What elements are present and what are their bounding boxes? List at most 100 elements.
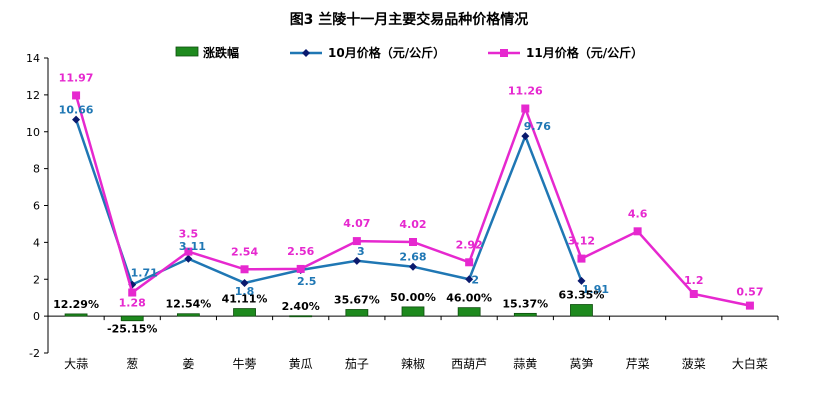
oct-price-label: 9.76 — [524, 120, 551, 133]
y-tick-label: 0 — [33, 310, 40, 323]
y-tick-label: 8 — [33, 163, 40, 176]
oct-price-line — [74, 119, 583, 287]
change-pct-label: 35.67% — [334, 293, 380, 306]
nov-point — [745, 301, 754, 310]
x-tick-label: 西葫芦 — [451, 357, 487, 371]
legend-bar-swatch — [175, 46, 199, 57]
change-pct-label: 15.37% — [502, 297, 548, 310]
bar — [176, 313, 200, 317]
nov-point — [240, 265, 249, 274]
nov-point — [633, 227, 642, 236]
x-tick-label: 芹菜 — [626, 357, 650, 371]
bar — [570, 304, 593, 317]
legend-nov-label: 11月价格（元/公斤） — [526, 45, 643, 60]
y-tick-label: 4 — [33, 236, 40, 249]
y-tick-label: -2 — [29, 347, 40, 360]
bar — [233, 308, 256, 317]
oct-point — [521, 132, 530, 141]
line-series — [72, 91, 754, 310]
change-pct-label: -25.15% — [107, 323, 157, 336]
oct-price-label: 10.66 — [59, 104, 94, 117]
legend-bar-label: 涨跌幅 — [203, 45, 239, 60]
x-tick-label: 莴笋 — [569, 356, 593, 371]
y-tick-label: 6 — [33, 200, 40, 213]
oct-point — [577, 276, 586, 285]
nov-point — [72, 91, 81, 100]
bar — [457, 307, 481, 317]
y-tick-label: 14 — [26, 52, 40, 65]
x-tick-label: 茄子 — [345, 357, 369, 371]
nov-point — [409, 238, 417, 247]
change-pct-label: 41.11% — [222, 293, 268, 306]
change-pct-label: 50.00% — [390, 291, 436, 304]
nov-point — [689, 290, 698, 298]
nov-price-label: 3.12 — [568, 235, 595, 248]
nov-price-line — [74, 95, 751, 307]
oct-price-label: 3.11 — [179, 240, 206, 253]
legend-nov-marker — [500, 49, 508, 57]
nov-point — [577, 254, 586, 263]
nov-point — [521, 104, 530, 113]
legend-oct-marker — [302, 49, 310, 57]
nov-point — [352, 237, 361, 246]
nov-price-label: 3.5 — [179, 228, 199, 241]
y-tick-label: 10 — [26, 126, 40, 139]
x-tick-label: 辣椒 — [401, 357, 425, 371]
oct-price-label: 1.71 — [131, 267, 158, 280]
x-tick-label: 蒜黄 — [513, 357, 537, 371]
bar — [345, 309, 369, 317]
change-pct-label: 63.35% — [559, 289, 605, 302]
x-tick-label: 大蒜 — [64, 357, 88, 371]
x-tick-label: 大白菜 — [732, 356, 768, 371]
change-pct-label: 2.40% — [282, 300, 320, 313]
oct-point — [409, 262, 417, 271]
y-tick-label: 12 — [26, 89, 40, 102]
y-tick-label: 2 — [33, 273, 40, 286]
nov-price-label: 2.92 — [456, 238, 483, 251]
bar — [401, 306, 425, 317]
nov-price-label: 2.56 — [287, 245, 314, 258]
nov-point — [128, 288, 137, 297]
bar — [120, 315, 144, 322]
nov-price-label: 4.07 — [343, 217, 370, 230]
bar — [513, 312, 537, 317]
nov-point — [184, 247, 193, 256]
x-tick-label: 黄瓜 — [289, 357, 313, 371]
x-tick-label: 牛蒡 — [233, 356, 257, 371]
oct-price-label: 2.5 — [297, 275, 317, 288]
nov-price-label: 11.97 — [59, 71, 94, 84]
data-labels: 11.97 1.28 3.5 2.54 2.56 4.07 4.02 2.92 11.26 3.1… — [53, 71, 763, 335]
oct-price-label: 2.68 — [399, 251, 426, 264]
nov-point — [465, 258, 474, 267]
x-tick-label: 葱 — [126, 357, 138, 371]
nov-price-label: 4.02 — [399, 218, 426, 231]
bar — [64, 313, 88, 317]
oct-price-label: 1.91 — [582, 283, 609, 296]
chart-title: 图3 兰陵十一月主要交易品种价格情况 — [290, 11, 529, 28]
change-pct-label: 12.54% — [165, 298, 211, 311]
bar — [289, 315, 313, 318]
change-pct-label: 46.00% — [446, 292, 492, 305]
nov-price-label: 0.57 — [736, 286, 763, 299]
nov-price-label: 4.6 — [628, 207, 648, 220]
legend: 涨跌幅 10月价格（元/公斤） 11月价格（元/公斤） — [175, 45, 643, 60]
oct-point — [72, 115, 81, 124]
nov-price-label: 2.54 — [231, 245, 258, 258]
nov-price-label: 1.28 — [119, 297, 146, 310]
oct-price-label: 3 — [357, 245, 365, 258]
nov-price-label: 11.26 — [508, 85, 543, 98]
x-tick-label: 姜 — [182, 357, 194, 371]
oct-price-label: 2 — [471, 273, 479, 286]
oct-price-label: 1.8 — [235, 285, 255, 298]
nov-point — [296, 264, 305, 273]
change-pct-label: 12.29% — [53, 298, 99, 311]
oct-point — [352, 256, 361, 265]
bar-series — [64, 304, 593, 322]
oct-point — [240, 278, 249, 287]
x-tick-label: 菠菜 — [682, 357, 706, 371]
oct-point — [184, 254, 193, 263]
legend-oct-label: 10月价格（元/公斤） — [328, 45, 445, 60]
nov-price-label: 1.2 — [684, 274, 704, 287]
